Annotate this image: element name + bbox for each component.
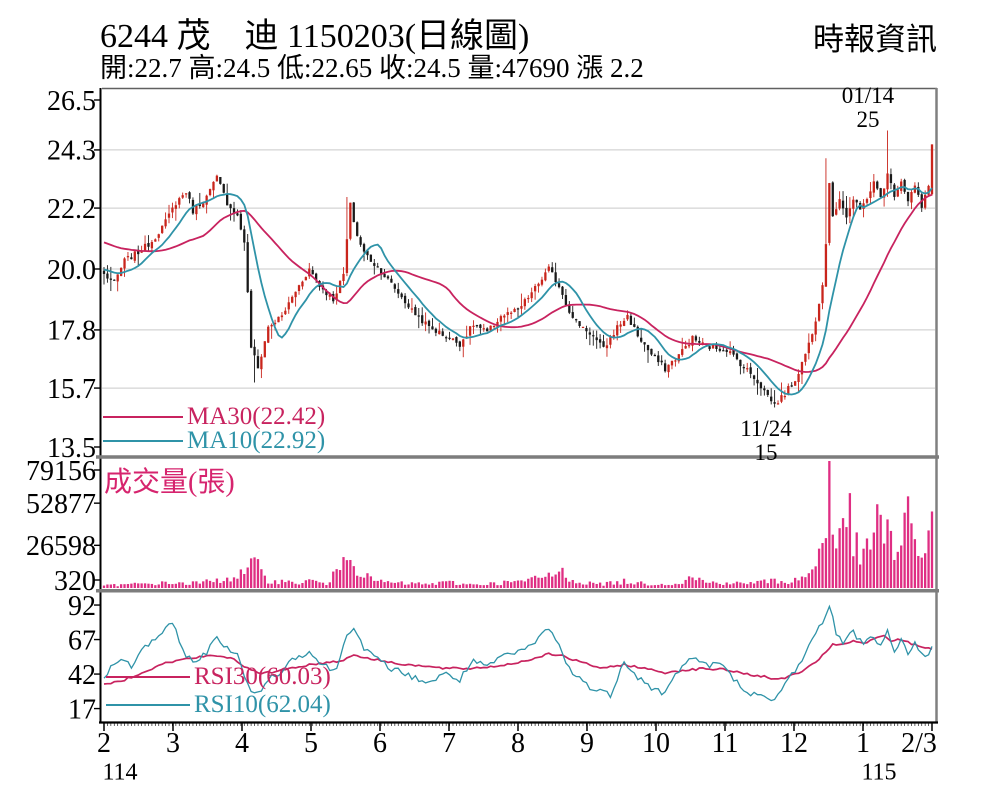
svg-text:10: 10 [642, 728, 670, 759]
svg-text:79156: 79156 [26, 456, 96, 487]
svg-text:114: 114 [102, 759, 137, 785]
svg-text:320: 320 [54, 566, 96, 597]
price-axis-labels: 26.5 24.3 22.2 20.0 17.8 15.7 13.5 [47, 86, 96, 464]
annotation-low-date: 11/24 [740, 416, 792, 441]
svg-text:26.5: 26.5 [47, 86, 96, 117]
svg-text:4: 4 [235, 728, 249, 759]
rsi10-legend: RSI10(62.04) [106, 692, 331, 717]
annotation-high-value: 25 [856, 107, 880, 132]
ma30-line-swatch [103, 415, 183, 418]
svg-text:11: 11 [712, 728, 739, 759]
svg-text:17: 17 [68, 694, 96, 725]
rsi30-line [103, 634, 933, 685]
rsi10-line [103, 604, 933, 702]
svg-text:13.5: 13.5 [47, 433, 96, 464]
rsi30-legend-label: RSI30(60.03) [194, 663, 331, 690]
x-axis-labels: 2 3 4 5 6 7 8 9 10 11 12 1 2/3 114 115 [97, 728, 937, 786]
svg-text:8: 8 [511, 728, 525, 759]
svg-text:92: 92 [68, 591, 96, 622]
svg-text:42: 42 [68, 660, 96, 691]
ma30-legend-label: MA30(22.42) [187, 403, 326, 430]
brand-label: 時報資訊 [813, 22, 937, 57]
svg-text:5: 5 [304, 728, 318, 759]
svg-text:2/3: 2/3 [901, 728, 937, 759]
ma30-line [103, 193, 933, 373]
rsi10-line-swatch [106, 703, 190, 706]
ohlc-summary: 開:22.7 高:24.5 低:22.65 收:24.5 量:47690 漲 2… [100, 53, 644, 83]
svg-text:22.2: 22.2 [47, 194, 96, 225]
svg-text:26598: 26598 [26, 531, 96, 562]
svg-text:12: 12 [780, 728, 808, 759]
svg-text:2: 2 [97, 728, 111, 759]
volume-bars [102, 461, 934, 588]
axis-ticks [94, 99, 933, 731]
svg-text:1: 1 [856, 728, 870, 759]
svg-text:20.0: 20.0 [47, 255, 96, 286]
svg-text:3: 3 [166, 728, 180, 759]
panel-borders [96, 87, 939, 724]
svg-text:9: 9 [580, 728, 594, 759]
rsi30-legend: RSI30(60.03) [106, 664, 331, 689]
price-panel-gridlines [102, 149, 935, 389]
svg-text:115: 115 [861, 759, 896, 785]
ma10-legend: MA10(22.92) [103, 428, 325, 453]
ma10-line-swatch [103, 439, 183, 442]
ma10-legend-label: MA10(22.92) [187, 427, 326, 454]
annotation-high-date: 01/14 [841, 83, 895, 108]
svg-text:15.7: 15.7 [47, 374, 96, 405]
svg-text:17.8: 17.8 [47, 316, 96, 347]
svg-text:67: 67 [68, 625, 96, 656]
rsi10-legend-label: RSI10(62.04) [194, 691, 331, 718]
svg-text:52877: 52877 [26, 489, 96, 520]
page-title: 6244 茂 迪 1150203(日線圖) [100, 18, 530, 55]
ma30-legend: MA30(22.42) [103, 404, 325, 429]
ma10-line [103, 186, 933, 396]
rsi30-line-swatch [106, 675, 190, 678]
annotation-low-value: 15 [754, 440, 778, 465]
svg-text:24.3: 24.3 [47, 136, 96, 167]
svg-text:7: 7 [442, 728, 456, 759]
svg-text:6: 6 [373, 728, 387, 759]
volume-panel-label: 成交量(張) [104, 467, 235, 498]
